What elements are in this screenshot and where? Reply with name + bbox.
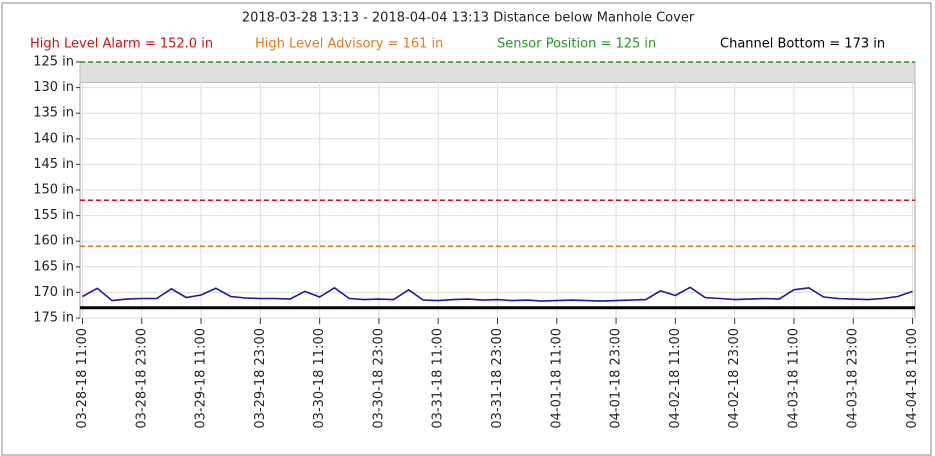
y-tick-label: 170 in — [33, 285, 74, 300]
y-tick-label: 150 in — [33, 183, 74, 198]
legend-label: High Level Alarm = 152.0 in — [30, 37, 213, 52]
x-tick-label: 03-29-18 11:00 — [194, 328, 209, 429]
x-tick-label: 04-03-18 23:00 — [846, 328, 861, 429]
y-tick-label: 165 in — [33, 259, 74, 274]
y-tick-label: 125 in — [33, 55, 74, 70]
chart-title: 2018-03-28 13:13 - 2018-04-04 13:13 Dist… — [242, 11, 695, 26]
legend-label: Sensor Position = 125 in — [497, 37, 656, 52]
x-tick-label: 03-30-18 23:00 — [371, 328, 386, 429]
x-tick-label: 04-02-18 11:00 — [668, 328, 683, 429]
y-tick-label: 140 in — [33, 131, 74, 146]
x-tick-label: 03-29-18 23:00 — [253, 328, 268, 429]
legend-label: High Level Advisory = 161 in — [255, 37, 443, 52]
x-tick-label: 04-04-18 11:00 — [905, 328, 920, 429]
x-tick-label: 03-31-18 23:00 — [490, 328, 505, 429]
x-tick-label: 04-02-18 23:00 — [727, 328, 742, 429]
y-tick-label: 130 in — [33, 80, 74, 95]
y-tick-label: 160 in — [33, 234, 74, 249]
x-tick-label: 03-31-18 11:00 — [431, 328, 446, 429]
legend-label: Channel Bottom = 173 in — [720, 37, 885, 52]
x-tick-label: 04-01-18 23:00 — [609, 328, 624, 429]
data-line — [82, 286, 913, 302]
y-tick-label: 145 in — [33, 157, 74, 172]
x-tick-label: 03-30-18 11:00 — [312, 328, 327, 429]
y-tick-label: 135 in — [33, 106, 74, 121]
x-tick-label: 04-01-18 11:00 — [549, 328, 564, 429]
x-tick-label: 04-03-18 11:00 — [786, 328, 801, 429]
x-tick-label: 03-28-18 23:00 — [134, 328, 149, 429]
x-tick-label: 03-28-18 11:00 — [75, 328, 90, 429]
y-tick-label: 175 in — [33, 311, 74, 326]
y-tick-label: 155 in — [33, 208, 74, 223]
